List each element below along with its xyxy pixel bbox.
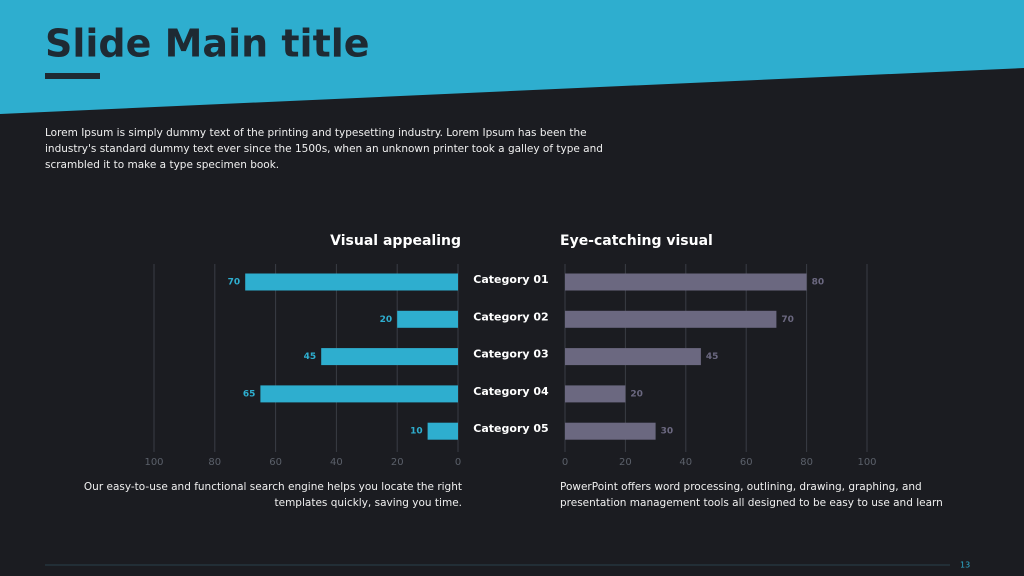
bar — [565, 273, 807, 291]
bar — [565, 385, 626, 403]
bar — [427, 422, 458, 440]
x-tick-label: 20 — [619, 457, 632, 468]
bar — [565, 310, 777, 328]
value-label: 20 — [380, 315, 393, 325]
bar — [565, 422, 656, 440]
x-tick-label: 60 — [269, 457, 282, 468]
x-tick-label: 0 — [455, 457, 461, 468]
value-label: 70 — [781, 315, 794, 325]
chart-title: Visual appealing — [330, 233, 461, 249]
x-tick-label: 40 — [330, 457, 343, 468]
x-tick-label: 0 — [562, 457, 568, 468]
category-label: Category 03 — [473, 348, 548, 361]
caption-right: PowerPoint offers word processing, outli… — [560, 481, 943, 509]
x-tick-label: 80 — [208, 457, 221, 468]
value-label: 10 — [410, 427, 423, 437]
value-label: 45 — [706, 352, 719, 362]
category-label: Category 05 — [473, 422, 548, 435]
bar — [565, 348, 701, 366]
page-number: 13 — [960, 561, 970, 570]
bar — [245, 273, 458, 291]
slide-title: Slide Main title — [45, 22, 370, 66]
bar — [321, 348, 458, 366]
chart-title: Eye-catching visual — [560, 233, 713, 249]
category-label: Category 01 — [473, 273, 548, 286]
value-label: 70 — [228, 278, 241, 288]
category-label: Category 02 — [473, 310, 548, 323]
caption-left: Our easy-to-use and functional search en… — [83, 481, 462, 509]
x-tick-label: 100 — [857, 457, 876, 468]
x-tick-label: 60 — [740, 457, 753, 468]
x-tick-label: 20 — [391, 457, 404, 468]
value-label: 65 — [243, 389, 256, 399]
header-band — [0, 0, 1024, 114]
body-text: Lorem Ipsum is simply dummy text of the … — [45, 127, 603, 171]
value-label: 30 — [661, 427, 674, 437]
category-label: Category 04 — [473, 385, 549, 398]
value-label: 20 — [630, 389, 643, 399]
value-label: 80 — [812, 278, 825, 288]
title-underline — [45, 73, 100, 79]
x-tick-label: 40 — [679, 457, 692, 468]
value-label: 45 — [304, 352, 317, 362]
bar — [397, 310, 458, 328]
bar — [260, 385, 458, 403]
x-tick-label: 100 — [144, 457, 163, 468]
x-tick-label: 80 — [800, 457, 813, 468]
